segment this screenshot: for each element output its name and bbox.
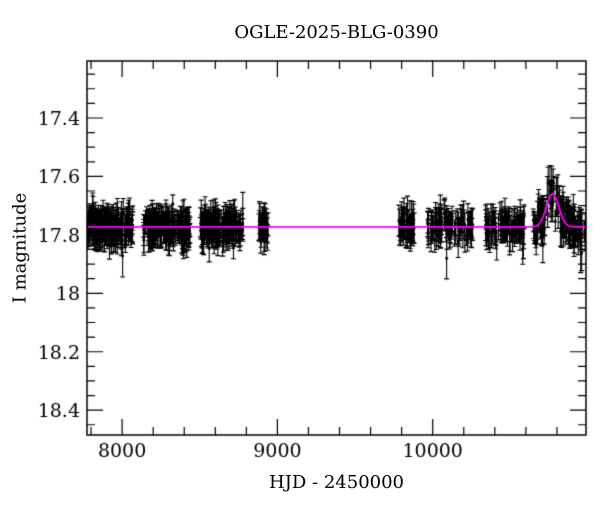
x-axis-label: HJD - 2450000 bbox=[268, 472, 405, 493]
plot-title: OGLE-2025-BLG-0390 bbox=[234, 22, 439, 43]
y-axis-label: I magnitude bbox=[9, 192, 31, 304]
